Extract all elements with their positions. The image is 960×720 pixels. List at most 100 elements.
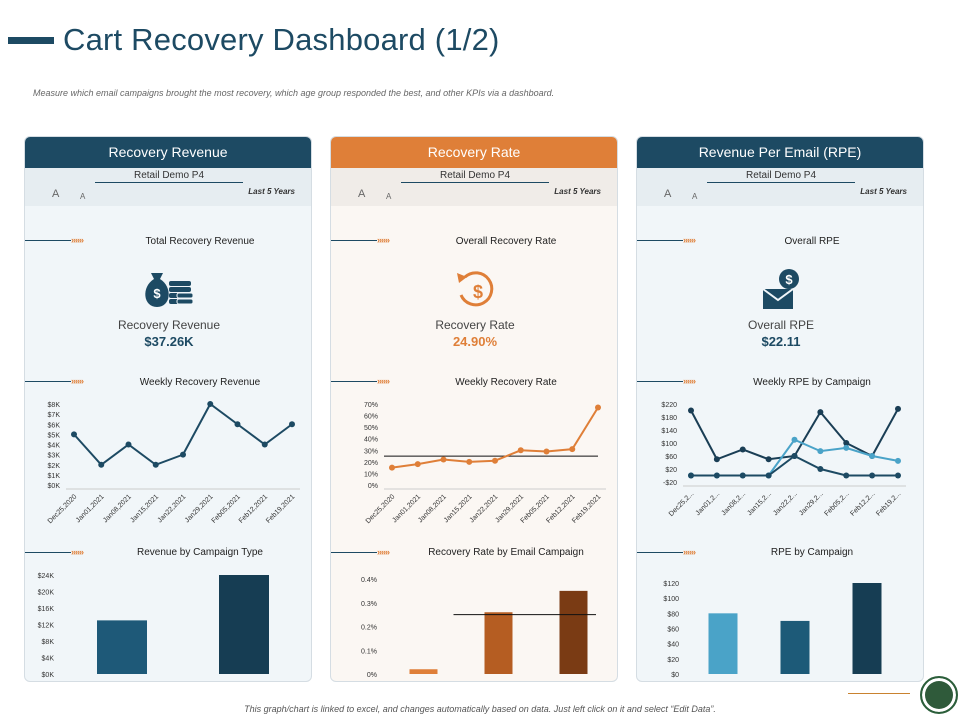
data-point — [289, 421, 295, 428]
y-tick-label: $5K — [48, 432, 61, 439]
dataset-selector[interactable]: Retail Demo P4 — [707, 170, 855, 183]
x-tick-label: Feb12,2... — [849, 490, 876, 517]
y-tick-label: $20 — [667, 657, 679, 664]
y-tick-label: $12K — [38, 623, 55, 630]
x-tick-label: Feb19,2... — [875, 490, 902, 517]
section-divider — [637, 381, 683, 382]
chevron-icon: »»» — [71, 235, 84, 245]
section-divider — [331, 381, 377, 382]
data-point — [688, 407, 694, 414]
data-point — [895, 457, 901, 464]
weekly-recovery-rate-chart[interactable]: 0%10%20%30%40%50%60%70%Dec25,2020Jan01,2… — [331, 395, 618, 535]
panel-header: Revenue Per Email (RPE) — [637, 137, 923, 168]
period-label[interactable]: Last 5 Years — [248, 187, 295, 196]
rpe-by-campaign-chart[interactable]: $0 $20 $40 $60 $80 $100 $120 — [637, 561, 924, 682]
recovery-rate-by-email-campaign-chart[interactable]: 0% 0.1% 0.2% 0.3% 0.4% — [331, 561, 618, 682]
y-tick-label: $4K — [42, 656, 55, 663]
kpi-value: 24.90% — [452, 334, 498, 349]
data-point — [595, 404, 601, 411]
font-decrease-icon[interactable]: A — [386, 192, 392, 201]
panel-filter-bar: Retail Demo P4 A A Last 5 Years — [637, 168, 923, 206]
font-increase-icon[interactable]: A — [358, 188, 366, 200]
dataset-selector[interactable]: Retail Demo P4 — [95, 170, 243, 183]
data-point — [791, 453, 798, 459]
data-point — [543, 448, 550, 455]
data-point — [207, 401, 214, 407]
data-point — [517, 447, 524, 454]
period-label[interactable]: Last 5 Years — [860, 187, 907, 196]
kpi-value: $37.26K — [144, 334, 194, 349]
section-title-kpi: Overall Recovery Rate — [455, 236, 557, 247]
section-divider — [25, 240, 71, 241]
dataset-selector[interactable]: Retail Demo P4 — [401, 170, 549, 183]
section-title-kpi: Overall RPE — [784, 236, 840, 247]
bar — [852, 583, 882, 674]
footer-accent-line — [848, 693, 910, 694]
bar — [559, 590, 588, 674]
data-point — [152, 461, 159, 468]
panel-filter-bar: Retail Demo P4 A A Last 5 Years — [25, 168, 311, 206]
section-title-line: Weekly Recovery Rate — [455, 377, 557, 388]
data-point — [869, 472, 876, 479]
font-increase-icon[interactable]: A — [52, 188, 60, 200]
panel-header: Recovery Rate — [331, 137, 617, 168]
y-tick-label: $6K — [48, 422, 61, 429]
y-tick-label: 60% — [364, 414, 378, 421]
y-tick-label: $220 — [661, 402, 677, 409]
y-tick-label: $20 — [665, 467, 677, 474]
data-point — [414, 461, 421, 468]
data-point — [791, 436, 798, 443]
font-decrease-icon[interactable]: A — [692, 192, 698, 201]
data-point — [234, 421, 241, 428]
y-tick-label: $140 — [661, 428, 677, 435]
bar — [780, 620, 810, 674]
page-subtitle: Measure which email campaigns brought th… — [33, 88, 555, 98]
dollar-envelope-icon: $ — [749, 267, 813, 311]
y-tick-label: $100 — [663, 596, 679, 603]
section-divider — [637, 240, 683, 241]
y-tick-label: $20K — [38, 590, 55, 597]
footer-note: This graph/chart is linked to excel, and… — [244, 704, 716, 714]
weekly-recovery-revenue-chart[interactable]: $0K$1K$2K$3K$4K$5K$6K$7K$8KDec25,2020Jan… — [25, 395, 312, 535]
revenue-by-campaign-type-chart[interactable]: $0K $4K $8K $12K $16K $20K $24K — [25, 561, 312, 682]
section-title-line: Weekly Recovery Revenue — [139, 377, 261, 388]
y-tick-label: 0.3% — [361, 601, 377, 608]
x-tick-label: Jan22,2... — [772, 490, 799, 517]
dollar-refresh-icon: $ — [443, 267, 507, 311]
data-point — [688, 472, 694, 479]
y-tick-label: $60 — [667, 627, 679, 634]
y-tick-label: $2K — [48, 463, 61, 470]
font-increase-icon[interactable]: A — [664, 188, 672, 200]
data-point — [817, 448, 824, 455]
x-tick-label: Jan01,2... — [695, 490, 722, 517]
bar — [97, 620, 147, 674]
data-point — [765, 456, 772, 463]
kpi-value: $22.11 — [761, 334, 801, 349]
svg-text:$: $ — [153, 286, 161, 301]
y-tick-label: $16K — [38, 606, 55, 613]
data-point — [817, 409, 824, 416]
data-point — [713, 456, 720, 463]
y-tick-label: $180 — [661, 415, 677, 422]
data-point — [389, 464, 395, 471]
chevron-icon: »»» — [683, 376, 696, 386]
y-tick-label: $0 — [671, 672, 679, 679]
x-tick-label: Feb05,2... — [823, 490, 850, 517]
font-decrease-icon[interactable]: A — [80, 192, 86, 201]
x-tick-label: Jan08,2... — [720, 490, 747, 517]
bar — [219, 575, 269, 674]
y-tick-label: $0K — [48, 483, 61, 490]
section-divider — [331, 552, 377, 553]
y-tick-label: $8K — [42, 639, 55, 646]
data-point — [895, 405, 901, 412]
y-tick-label: $80 — [667, 611, 679, 618]
data-point — [843, 444, 850, 451]
kpi-label: Recovery Revenue — [117, 318, 221, 332]
panel-revenue-per-email: Revenue Per Email (RPE) Retail Demo P4 A… — [636, 136, 924, 682]
money-bag-icon: $ — [137, 267, 201, 311]
section-title-bar: Recovery Rate by Email Campaign — [428, 547, 584, 558]
period-label[interactable]: Last 5 Years — [554, 187, 601, 196]
chevron-icon: »»» — [683, 547, 696, 557]
panel-recovery-revenue: Recovery Revenue Retail Demo P4 A A Last… — [24, 136, 312, 682]
